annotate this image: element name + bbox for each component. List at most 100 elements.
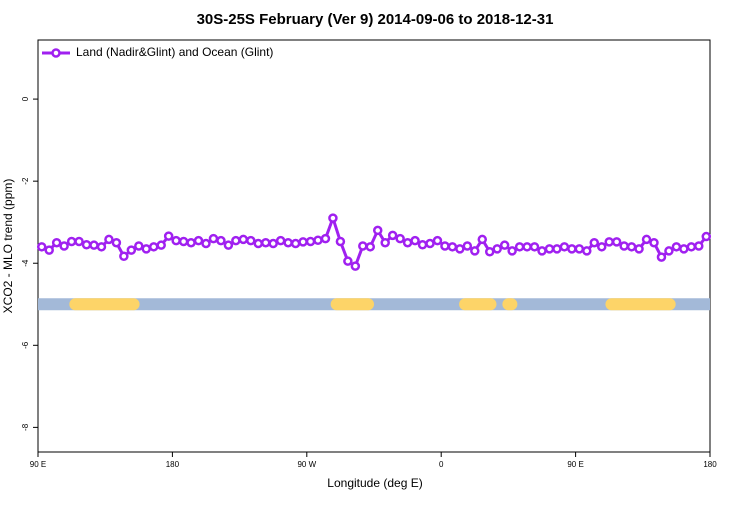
data-point (596, 242, 607, 252)
data-point (470, 246, 480, 256)
data-point (402, 237, 413, 248)
data-point (148, 242, 159, 252)
data-point (365, 242, 376, 252)
data-point (201, 238, 211, 249)
data-point (350, 261, 361, 271)
data-point (253, 238, 264, 249)
data-point (290, 238, 301, 249)
data-point (701, 231, 712, 242)
data-point (634, 244, 644, 254)
data-point (268, 238, 278, 249)
data-point (567, 244, 577, 254)
data-point (522, 242, 532, 252)
y-tick-label: -4 (21, 259, 30, 267)
data-point (544, 244, 555, 254)
data-point (649, 237, 659, 248)
data-point (626, 242, 637, 252)
y-tick-label: 0 (21, 96, 30, 101)
data-point (320, 233, 331, 244)
data-point (387, 230, 398, 241)
data-point (298, 237, 308, 247)
data-point (335, 236, 346, 247)
data-point (81, 240, 92, 250)
y-axis-label: XCO2 - MLO trend (ppm) (1, 179, 15, 314)
data-point (656, 252, 667, 262)
x-tick-label: 90 E (30, 460, 46, 469)
x-tick-label: 180 (166, 460, 180, 469)
data-point (208, 233, 219, 244)
data-point (552, 244, 562, 254)
y-tick-label: -2 (21, 177, 30, 185)
data-point (260, 237, 271, 248)
data-point (141, 244, 152, 254)
data-point (611, 237, 622, 247)
data-point (328, 213, 338, 223)
x-tick-label: 90 E (567, 460, 583, 469)
data-point (462, 241, 473, 251)
data-point (186, 237, 196, 248)
data-point (686, 242, 697, 252)
data-point (559, 242, 570, 252)
data-point (395, 233, 405, 244)
data-point (231, 235, 241, 246)
data-point (111, 237, 122, 248)
data-point (455, 244, 465, 254)
data-point (156, 240, 166, 250)
data-point (275, 235, 286, 246)
y-tick-label: -8 (21, 423, 30, 431)
data-point (589, 237, 600, 248)
data-point (246, 235, 256, 246)
x-axis-label: Longitude (deg E) (327, 476, 422, 490)
x-tick-label: 0 (439, 460, 444, 469)
data-point (193, 235, 204, 246)
data-point (89, 240, 99, 250)
data-point (694, 241, 704, 251)
data-point (440, 241, 450, 251)
data-point (417, 240, 428, 250)
data-point (216, 235, 226, 246)
data-point (484, 246, 495, 257)
data-point (66, 236, 77, 247)
data-point (514, 242, 525, 252)
data-point (574, 244, 585, 254)
legend-marker (51, 48, 61, 58)
data-point (163, 231, 174, 241)
data-point (664, 246, 674, 256)
data-point (305, 236, 316, 247)
data-point (499, 240, 510, 250)
data-point (537, 246, 547, 256)
y-tick-label: -6 (21, 341, 30, 349)
data-point (44, 245, 54, 255)
data-point (283, 237, 293, 248)
data-point (507, 246, 517, 256)
data-point (126, 245, 137, 255)
data-point (134, 241, 144, 251)
data-point (372, 225, 383, 236)
data-point (477, 234, 488, 245)
data-point (238, 234, 249, 245)
chart-title: 30S-25S February (Ver 9) 2014-09-06 to 2… (197, 11, 554, 28)
data-point (51, 237, 62, 248)
data-point (36, 242, 47, 252)
data-point (171, 235, 181, 246)
data-point (641, 234, 652, 245)
data-point (447, 242, 458, 252)
legend-label: Land (Nadir&Glint) and Ocean (Glint) (76, 45, 273, 59)
data-point (604, 237, 614, 247)
x-tick-label: 90 W (297, 460, 316, 469)
data-point (59, 241, 69, 251)
data-point (74, 236, 84, 247)
x-tick-label: 180 (703, 460, 717, 469)
data-point (492, 244, 502, 254)
data-point (313, 235, 323, 246)
data-point (432, 235, 443, 246)
data-point (96, 242, 107, 252)
data-point (223, 240, 234, 250)
data-point (104, 234, 114, 245)
data-point (582, 246, 592, 256)
data-point (619, 241, 629, 251)
data-point (178, 236, 189, 247)
data-point (671, 242, 682, 252)
data-point (343, 256, 353, 266)
